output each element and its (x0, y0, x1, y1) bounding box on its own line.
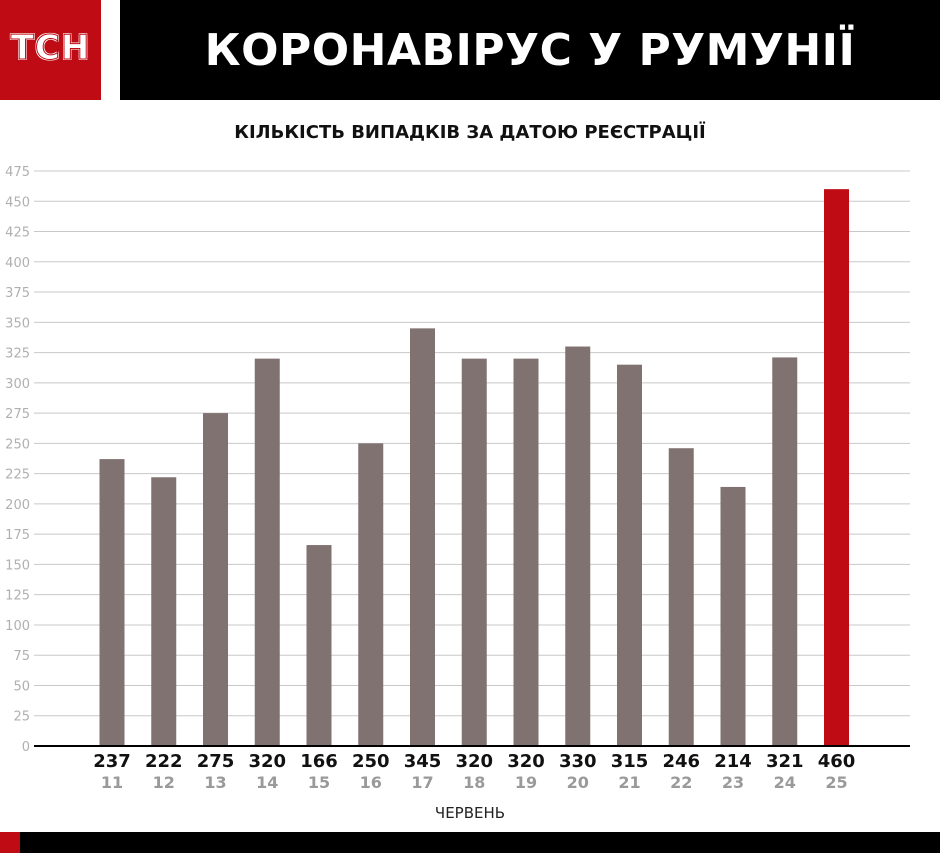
footer-bar (0, 832, 940, 853)
y-tick-label: 425 (5, 226, 30, 241)
bar-chart: 0 25 50 75 100 125 150 175 200 225 250 275 300 325 350… (5, 165, 910, 822)
y-tick-label: 175 (5, 528, 30, 543)
category-label: 18 (463, 773, 485, 792)
category-label: 12 (153, 773, 175, 792)
value-label: 237 (93, 751, 131, 772)
category-label: 22 (670, 773, 692, 792)
bar (254, 358, 280, 746)
y-tick-label: 250 (5, 437, 30, 452)
value-label: 320 (507, 751, 545, 772)
chart-title: КІЛЬКІСТЬ ВИПАДКІВ ЗА ДАТОЮ РЕЄСТРАЦІЇ (234, 122, 706, 143)
value-label: 320 (455, 751, 493, 772)
bar (720, 486, 746, 746)
y-tick-label: 400 (5, 256, 30, 271)
y-tick-label: 300 (5, 377, 30, 392)
y-tick-label: 475 (5, 165, 30, 180)
y-tick-label: 125 (5, 589, 30, 604)
value-label: 214 (714, 751, 752, 772)
value-label: 330 (559, 751, 597, 772)
category-label: 21 (618, 773, 640, 792)
bar (410, 328, 435, 746)
y-tick-label: 150 (5, 558, 30, 573)
tsn-logo: ТСН (0, 0, 101, 100)
bar (824, 189, 849, 746)
bar (203, 413, 228, 746)
category-label: 11 (101, 773, 123, 792)
bar (617, 364, 642, 746)
category-label: 20 (567, 773, 589, 792)
category-label: 17 (411, 773, 433, 792)
category-label: 13 (204, 773, 226, 792)
bar (151, 477, 177, 746)
y-tick-label: 325 (5, 347, 30, 362)
page-title: КОРОНАВІРУС У РУМУНІЇ (204, 25, 856, 76)
value-label: 345 (404, 751, 442, 772)
category-label: 14 (256, 773, 278, 792)
bar (99, 459, 125, 746)
footer-accent (0, 832, 20, 853)
y-tick-label: 25 (13, 710, 30, 725)
header: ТСН КОРОНАВІРУС У РУМУНІЇ (0, 0, 940, 100)
bar (306, 545, 332, 746)
bar (513, 358, 539, 746)
y-tick-label: 50 (13, 679, 30, 694)
y-tick-label: 450 (5, 195, 30, 210)
category-label: 15 (308, 773, 330, 792)
y-tick-label: 75 (13, 649, 30, 664)
y-tick-label: 350 (5, 316, 30, 331)
bar (461, 358, 487, 746)
x-axis-label: ЧЕРВЕНЬ (435, 804, 505, 822)
y-tick-label: 100 (5, 619, 30, 634)
category-label: 16 (360, 773, 382, 792)
value-label: 321 (766, 751, 804, 772)
value-label: 246 (662, 751, 700, 772)
bar (772, 357, 798, 746)
value-label: 275 (197, 751, 235, 772)
y-tick-label: 275 (5, 407, 30, 422)
value-label: 222 (145, 751, 183, 772)
bar (358, 443, 384, 746)
y-tick-label: 225 (5, 468, 30, 483)
value-label: 166 (300, 751, 338, 772)
value-label: 315 (611, 751, 649, 772)
category-label: 25 (825, 773, 847, 792)
value-label: 460 (818, 751, 856, 772)
category-label: 24 (774, 773, 796, 792)
tsn-logo-text: ТСН (10, 28, 91, 69)
bar (668, 448, 694, 746)
bar (565, 346, 591, 746)
y-tick-label: 375 (5, 286, 30, 301)
value-label: 250 (352, 751, 390, 772)
category-label: 19 (515, 773, 537, 792)
title-bar: КОРОНАВІРУС У РУМУНІЇ (120, 0, 940, 100)
category-label: 23 (722, 773, 744, 792)
y-tick-label: 0 (22, 740, 30, 755)
y-tick-label: 200 (5, 498, 30, 513)
value-label: 320 (248, 751, 286, 772)
